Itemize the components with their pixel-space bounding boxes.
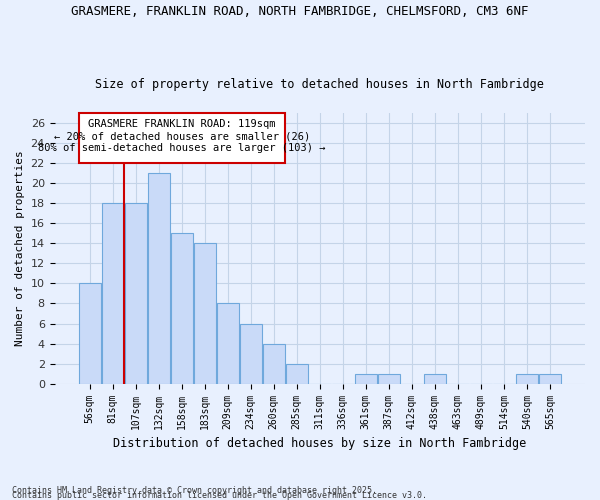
X-axis label: Distribution of detached houses by size in North Fambridge: Distribution of detached houses by size …	[113, 437, 526, 450]
Bar	[516, 374, 538, 384]
Text: 80% of semi-detached houses are larger (103) →: 80% of semi-detached houses are larger (…	[38, 143, 325, 153]
Text: ← 20% of detached houses are smaller (26): ← 20% of detached houses are smaller (26…	[53, 131, 310, 141]
Text: GRASMERE, FRANKLIN ROAD, NORTH FAMBRIDGE, CHELMSFORD, CM3 6NF: GRASMERE, FRANKLIN ROAD, NORTH FAMBRIDGE…	[71, 5, 529, 18]
Bar	[539, 374, 561, 384]
Bar	[171, 234, 193, 384]
Bar	[424, 374, 446, 384]
Bar	[125, 203, 146, 384]
Bar	[286, 364, 308, 384]
Bar	[194, 244, 215, 384]
Bar	[79, 284, 101, 384]
Bar	[217, 304, 239, 384]
Y-axis label: Number of detached properties: Number of detached properties	[15, 150, 25, 346]
FancyBboxPatch shape	[79, 113, 285, 163]
Text: Contains public sector information licensed under the Open Government Licence v3: Contains public sector information licen…	[12, 491, 427, 500]
Title: Size of property relative to detached houses in North Fambridge: Size of property relative to detached ho…	[95, 78, 544, 91]
Bar	[101, 203, 124, 384]
Text: GRASMERE FRANKLIN ROAD: 119sqm: GRASMERE FRANKLIN ROAD: 119sqm	[88, 119, 275, 129]
Bar	[378, 374, 400, 384]
Bar	[263, 344, 284, 384]
Bar	[148, 173, 170, 384]
Bar	[240, 324, 262, 384]
Bar	[355, 374, 377, 384]
Text: Contains HM Land Registry data © Crown copyright and database right 2025.: Contains HM Land Registry data © Crown c…	[12, 486, 377, 495]
